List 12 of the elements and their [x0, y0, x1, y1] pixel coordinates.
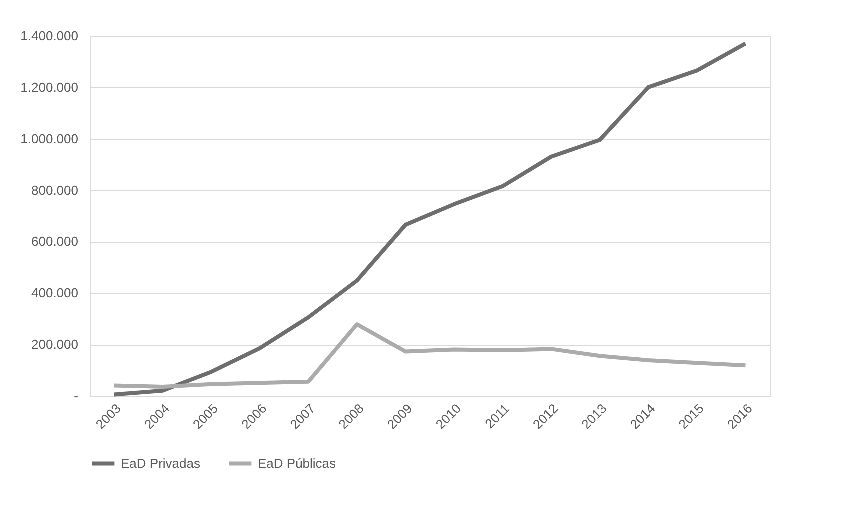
- y-tick-label: 600.000: [32, 234, 78, 250]
- y-tick-label: 1.000.000: [20, 131, 78, 146]
- legend-label: EaD Públicas: [258, 456, 337, 471]
- y-tick-label: 400.000: [32, 286, 78, 301]
- y-tick-label: 1.200.000: [20, 80, 78, 95]
- y-tick-label: 1.400.000: [20, 28, 78, 44]
- legend-label: EaD Privadas: [121, 456, 201, 471]
- line-series: [112, 42, 748, 397]
- line-series: [112, 322, 748, 389]
- y-tick-label: -: [74, 388, 78, 404]
- y-tick-label: 200.000: [32, 337, 78, 352]
- y-tick-label: 800.000: [32, 182, 78, 198]
